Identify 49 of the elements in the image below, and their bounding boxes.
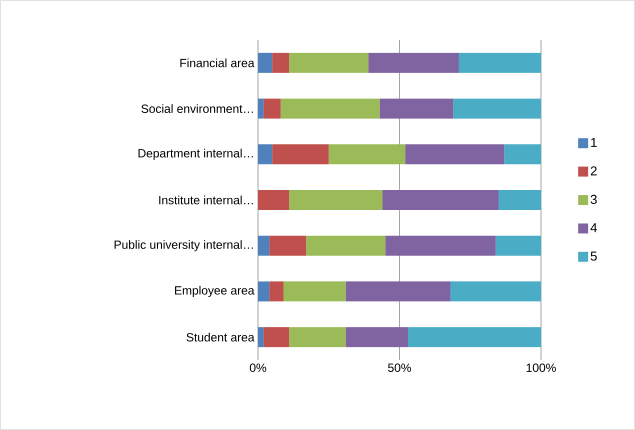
bar <box>346 281 450 302</box>
y-tick-label: Department internal… <box>138 148 253 160</box>
bar <box>380 98 454 119</box>
bar <box>289 190 383 210</box>
bar <box>258 52 272 73</box>
y-tick-label: Social environment… <box>141 104 253 113</box>
bar <box>408 327 542 348</box>
x-tick-label: 100% <box>526 364 556 372</box>
bar <box>346 327 408 348</box>
legend-label: 3 <box>590 194 597 204</box>
bar <box>453 98 542 119</box>
bar <box>258 236 270 256</box>
bar <box>328 144 406 164</box>
legend-label: 1 <box>591 138 597 147</box>
bar <box>450 281 542 302</box>
bar <box>405 144 504 164</box>
y-tick-label: Financial area <box>180 58 254 68</box>
y-tick-label: Institute internal… <box>159 196 253 204</box>
bar <box>258 281 270 302</box>
bar <box>264 327 290 348</box>
bar <box>385 236 496 256</box>
bar <box>269 281 284 302</box>
legend-label: 2 <box>590 166 597 176</box>
bar <box>258 98 264 119</box>
bar <box>264 98 281 119</box>
bar <box>496 236 542 256</box>
y-tick-label: Employee area <box>175 286 254 298</box>
bar <box>272 52 290 73</box>
bar <box>368 52 459 73</box>
x-tick-label: 0% <box>250 364 266 372</box>
bar <box>504 144 542 164</box>
bar <box>280 98 380 119</box>
bar <box>289 327 346 348</box>
bar <box>272 144 329 164</box>
bar <box>258 144 272 164</box>
x-tick-label: 50% <box>388 364 412 372</box>
y-tick-label: Public university internal… <box>114 240 253 252</box>
bar <box>458 52 542 73</box>
bar <box>258 190 290 210</box>
bar <box>258 327 264 348</box>
bar <box>283 281 346 302</box>
y-tick-label: Student area <box>186 332 254 342</box>
bar <box>269 236 306 256</box>
bar <box>498 190 542 210</box>
bar <box>382 190 499 210</box>
legend-label: 5 <box>590 252 597 261</box>
bar <box>306 236 386 256</box>
legend-label: 4 <box>590 223 597 232</box>
bar <box>289 52 368 73</box>
